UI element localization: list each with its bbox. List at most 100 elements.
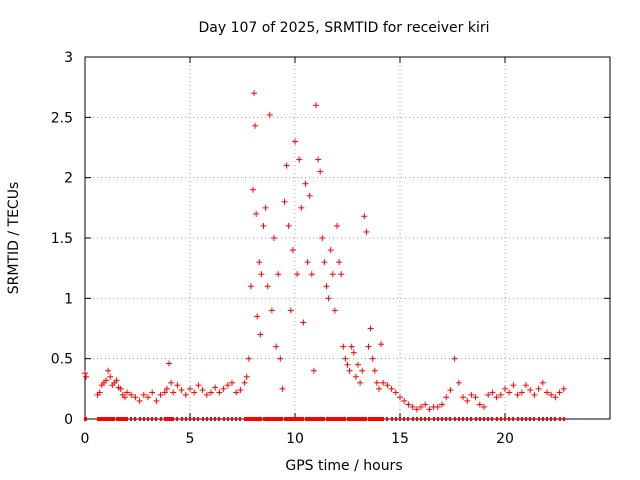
data-point	[298, 204, 305, 211]
data-point	[373, 379, 380, 386]
data-point	[518, 389, 525, 396]
data-point	[384, 382, 391, 389]
data-point	[315, 156, 322, 163]
rug-marker	[97, 417, 99, 421]
data-point	[548, 391, 555, 398]
data-point	[103, 377, 109, 384]
rug-marker	[517, 417, 519, 421]
data-point	[344, 361, 351, 368]
rug-marker	[449, 417, 451, 421]
rug-marker	[279, 417, 281, 421]
x-tick-label: 10	[286, 431, 304, 447]
data-point	[289, 247, 296, 254]
rug-marker	[359, 417, 361, 421]
data-point	[302, 180, 309, 187]
data-point	[174, 382, 181, 389]
rug-marker	[357, 417, 359, 421]
rug-marker	[361, 417, 363, 421]
y-tick-label: 3	[64, 50, 73, 66]
rug-marker	[330, 417, 332, 421]
data-point	[376, 385, 382, 392]
rug-marker	[103, 417, 105, 421]
data-point	[245, 355, 252, 362]
rug-marker	[85, 417, 87, 421]
rug-marker	[315, 417, 317, 421]
rug-marker	[363, 417, 365, 421]
data-point	[247, 283, 254, 290]
data-point	[327, 247, 334, 254]
rug-marker	[479, 417, 481, 421]
rug-marker	[563, 417, 565, 421]
rug-marker	[271, 417, 273, 421]
y-tick-labels: 0 0.5 1 1.5 2 2.5 3	[51, 50, 73, 428]
data-point	[493, 394, 500, 401]
rug-marker	[323, 417, 325, 421]
data-point	[313, 102, 319, 109]
rug-marker	[109, 417, 111, 421]
data-point	[252, 122, 259, 129]
data-point	[300, 319, 307, 326]
rug-marker	[445, 417, 447, 421]
rug-marker	[374, 417, 376, 421]
data-point	[117, 385, 124, 392]
rug-marker	[525, 417, 527, 421]
data-point	[560, 385, 567, 392]
data-point	[271, 235, 277, 241]
data-point	[409, 403, 416, 410]
rug-marker	[332, 417, 334, 421]
data-point	[527, 387, 534, 394]
data-point	[82, 370, 88, 377]
data-point	[451, 355, 458, 362]
data-point	[342, 355, 349, 362]
rug-marker	[139, 417, 141, 421]
data-point	[208, 389, 214, 396]
rug-marker	[412, 417, 414, 421]
data-point	[199, 387, 206, 394]
data-points	[82, 90, 567, 413]
rug-marker	[500, 417, 502, 421]
data-point	[306, 192, 313, 199]
data-point	[187, 385, 193, 392]
data-point	[83, 373, 90, 380]
data-point	[266, 111, 273, 118]
data-point	[502, 385, 508, 392]
data-point	[121, 394, 128, 401]
rug-marker	[101, 417, 103, 421]
rug-marker	[353, 417, 355, 421]
rug-marker	[256, 417, 258, 421]
data-point	[124, 389, 130, 396]
rug-marker	[176, 417, 178, 421]
x-tick-label: 20	[496, 431, 514, 447]
rug-marker	[265, 417, 267, 421]
y-tick-label: 0.5	[51, 352, 73, 368]
rug-marker	[334, 417, 336, 421]
rug-marker	[454, 417, 456, 421]
rug-marker	[118, 417, 120, 421]
rug-marker	[420, 417, 422, 421]
rug-marker	[298, 417, 300, 421]
rug-marker	[300, 417, 302, 421]
data-point	[363, 228, 370, 235]
data-point	[257, 331, 264, 338]
data-point	[388, 385, 395, 392]
rug-marker	[124, 417, 126, 421]
rug-marker	[504, 417, 506, 421]
data-point	[481, 403, 487, 410]
rug-marker	[554, 417, 556, 421]
rug-marker	[281, 417, 283, 421]
rug-marker	[317, 417, 319, 421]
rug-marker	[111, 417, 113, 421]
data-point	[216, 389, 223, 396]
x-tick-label: 0	[81, 431, 90, 447]
rug-marker	[122, 417, 124, 421]
data-point	[262, 204, 269, 211]
data-point	[359, 367, 366, 374]
data-point	[367, 325, 374, 332]
rug-marker	[202, 417, 204, 421]
rug-marker	[166, 417, 168, 421]
data-point	[296, 156, 303, 163]
data-point	[229, 379, 235, 386]
y-axis-label: SRMTID / TECUs	[6, 182, 22, 295]
data-point	[166, 360, 172, 367]
